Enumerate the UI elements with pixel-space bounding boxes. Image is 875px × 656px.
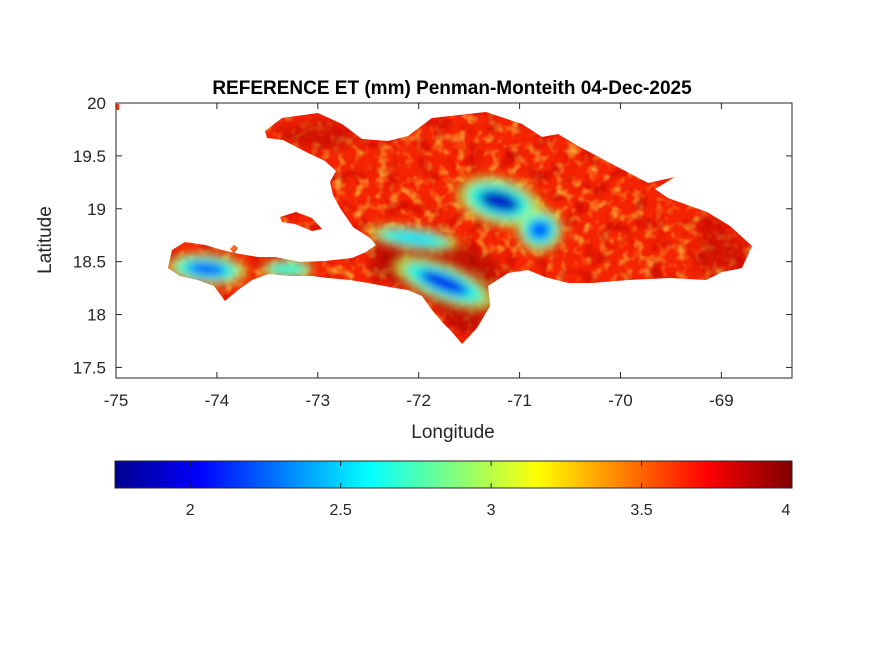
low-et-core [187, 261, 227, 277]
chart-title: REFERENCE ET (mm) Penman-Monteith 04-Dec… [212, 78, 692, 99]
x-tick-label: -69 [709, 391, 734, 410]
y-tick-label: 18.5 [73, 253, 106, 272]
y-axis-label: Latitude [35, 206, 56, 274]
x-tick-label: -72 [406, 391, 431, 410]
y-tick-label: 18 [87, 306, 106, 325]
colorbar-ticks: 2 2.5 3 3.5 4 [186, 461, 793, 519]
y-tick-label: 20 [87, 94, 106, 113]
colorbar-tick-label: 2 [186, 502, 195, 519]
low-et-zones [168, 175, 563, 311]
x-tick-label: -75 [104, 391, 129, 410]
x-tick-label: -74 [205, 391, 230, 410]
x-tick-label: -71 [507, 391, 532, 410]
low-et-core [391, 232, 436, 245]
low-et-core [478, 189, 520, 213]
y-tick-label: 19 [87, 200, 106, 219]
x-tick-label: -73 [306, 391, 331, 410]
y-tick-label: 17.5 [73, 358, 106, 377]
colorbar [114, 460, 793, 489]
x-axis: -75 -74 -73 -72 -71 -70 -69 [104, 103, 734, 410]
colorbar-tick-label: 4 [782, 502, 791, 519]
corner-artifact [116, 104, 119, 110]
low-et-core [419, 270, 469, 296]
colorbar-tick-label: 3.5 [630, 502, 652, 519]
y-tick-label: 19.5 [73, 147, 106, 166]
y-axis: 17.5 18 18.5 19 19.5 20 [73, 94, 792, 377]
low-et-core [274, 264, 301, 274]
colorbar-tick-label: 2.5 [330, 502, 352, 519]
low-et-core [528, 220, 551, 240]
dark-zone-north-coast [270, 118, 360, 150]
colorbar-tick-label: 3 [487, 502, 496, 519]
dark-zone-east [700, 215, 750, 275]
x-axis-label: Longitude [411, 422, 494, 443]
x-tick-label: -70 [608, 391, 633, 410]
